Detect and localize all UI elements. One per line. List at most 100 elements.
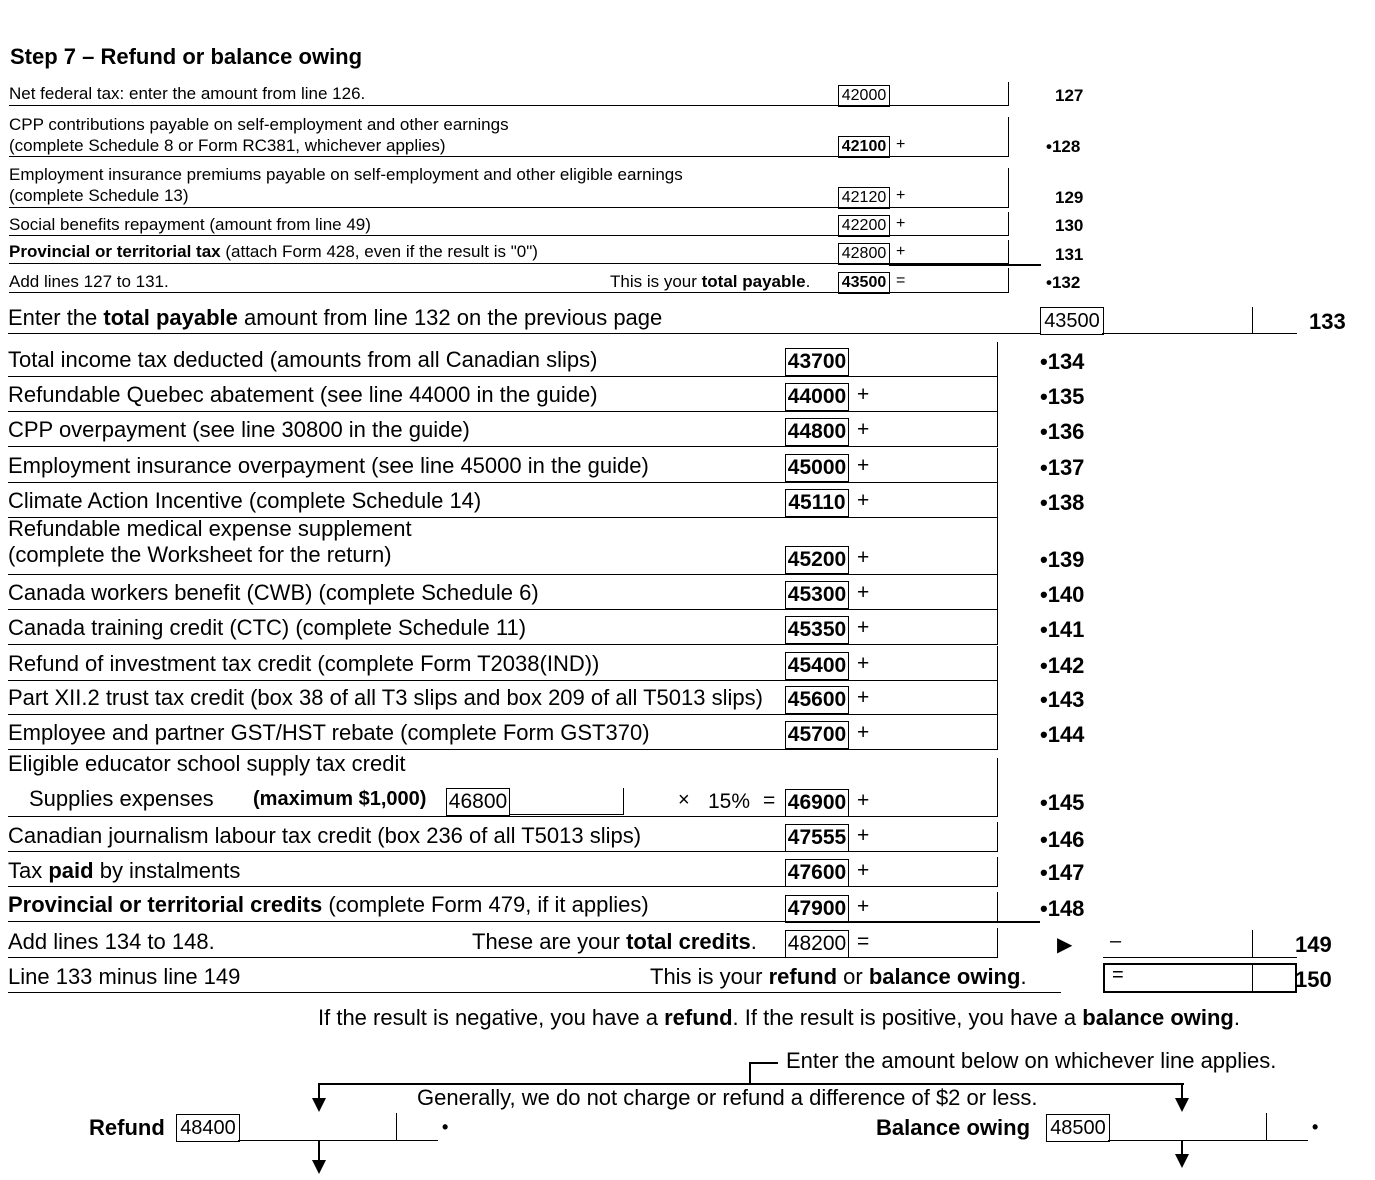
line-143-number: •143 <box>1040 687 1085 712</box>
line-150-label: Line 133 minus line 149 <box>8 964 241 989</box>
two-dollar-note: Generally, we do not charge or refund a … <box>417 1085 1038 1110</box>
amount-141-field[interactable] <box>870 616 996 643</box>
line-150-field[interactable] <box>1103 963 1297 993</box>
line-132-number: •132 <box>1046 273 1081 292</box>
line-147-number: •147 <box>1040 860 1085 885</box>
total-payable-text: This is your total payable. <box>610 272 811 291</box>
code-46800: 46800 <box>446 788 510 816</box>
code-42000: 42000 <box>838 85 890 107</box>
line-128-number: •128 <box>1046 137 1081 156</box>
line-141-number: •141 <box>1040 617 1085 642</box>
code-47555: 47555 <box>785 824 849 852</box>
amount-127-field[interactable] <box>889 85 1009 106</box>
amount-139-field[interactable] <box>870 546 996 573</box>
code-45300: 45300 <box>785 581 849 609</box>
code-45000: 45000 <box>785 454 849 482</box>
arrow-down-icon <box>1175 1098 1189 1112</box>
educator-label: Eligible educator school supply tax cred… <box>8 751 406 776</box>
arrow-down-icon <box>1175 1154 1189 1168</box>
line-145-number: •145 <box>1040 790 1085 815</box>
line-141-label: Canada training credit (CTC) (complete S… <box>8 615 527 640</box>
line-149-label: Add lines 134 to 148. <box>8 929 215 954</box>
amount-142-field[interactable] <box>870 652 996 679</box>
line-137-number: •137 <box>1040 455 1085 480</box>
maximum-note: (maximum $1,000) <box>253 788 427 810</box>
line-138-label: Climate Action Incentive (complete Sched… <box>8 488 482 513</box>
refund-amount-field[interactable] <box>240 1115 396 1140</box>
code-48400: 48400 <box>176 1114 240 1142</box>
line-144-number: •144 <box>1040 722 1085 747</box>
code-47600: 47600 <box>785 859 849 887</box>
line-139-number: •139 <box>1040 547 1085 572</box>
code-48500: 48500 <box>1046 1114 1110 1142</box>
line-144-label: Employee and partner GST/HST rebate (com… <box>8 720 650 745</box>
line-147-label: Tax paid by instalments <box>8 858 241 883</box>
line-134-number: •134 <box>1040 349 1085 374</box>
line-128-label-1: CPP contributions payable on self-employ… <box>9 115 509 134</box>
line-143-label: Part XII.2 trust tax credit (box 38 of a… <box>8 685 763 710</box>
line-149-number: 149 <box>1295 932 1332 957</box>
amount-135-field[interactable] <box>870 383 996 410</box>
code-48200: 48200 <box>785 930 849 958</box>
code-47900: 47900 <box>785 895 849 923</box>
line-140-number: •140 <box>1040 582 1085 607</box>
code-45200: 45200 <box>785 546 849 574</box>
amount-143-field[interactable] <box>870 686 996 713</box>
amount-128-field[interactable] <box>911 136 1009 157</box>
line-148-label: Provincial or territorial credits (compl… <box>8 892 649 917</box>
line-133-number: 133 <box>1309 309 1346 334</box>
total-credits-text: These are your total credits. <box>472 929 757 954</box>
line-138-number: •138 <box>1040 490 1085 515</box>
code-45110: 45110 <box>785 489 849 517</box>
line-132-label: Add lines 127 to 131. <box>9 272 169 291</box>
code-43700: 43700 <box>785 348 849 376</box>
balance-owing-label: Balance owing <box>876 1115 1031 1140</box>
amount-138-field[interactable] <box>870 489 996 516</box>
line-142-label: Refund of investment tax credit (complet… <box>8 651 600 676</box>
code-43500-box: 43500 <box>1040 307 1104 335</box>
line-129-label-2: (complete Schedule 13) <box>9 186 189 205</box>
line-129-label-1: Employment insurance premiums payable on… <box>9 165 683 184</box>
code-45350: 45350 <box>785 616 849 644</box>
code-42120: 42120 <box>838 187 890 209</box>
line-136-label: CPP overpayment (see line 30800 in the g… <box>8 417 470 442</box>
line-135-number: •135 <box>1040 384 1085 409</box>
amount-137-field[interactable] <box>870 454 996 481</box>
line-131-number: 131 <box>1055 245 1084 264</box>
code-45400: 45400 <box>785 652 849 680</box>
line-142-number: •142 <box>1040 653 1085 678</box>
line-133-label: Enter the total payable amount from line… <box>8 305 663 330</box>
line-150-number: 150 <box>1295 967 1332 992</box>
line-137-label: Employment insurance overpayment (see li… <box>8 453 649 478</box>
arrow-down-icon <box>312 1160 326 1174</box>
amount-140-field[interactable] <box>870 581 996 608</box>
enter-amount-note: Enter the amount below on whichever line… <box>786 1048 1277 1073</box>
code-42100: 42100 <box>838 136 890 158</box>
section-title: Step 7 – Refund or balance owing <box>10 44 363 69</box>
code-44000: 44000 <box>785 383 849 411</box>
amount-136-field[interactable] <box>870 418 996 445</box>
amount-144-field[interactable] <box>870 721 996 748</box>
code-43500: 43500 <box>838 272 890 294</box>
amount-134-field[interactable] <box>870 348 996 375</box>
line-128-label-2: (complete Schedule 8 or Form RC381, whic… <box>9 136 446 155</box>
line-136-number: •136 <box>1040 419 1085 444</box>
line-146-number: •146 <box>1040 827 1085 852</box>
line-130-number: 130 <box>1055 216 1084 235</box>
balance-owing-amount-field[interactable] <box>1110 1115 1266 1140</box>
line-127-number: 127 <box>1055 86 1084 105</box>
result-note: If the result is negative, you have a re… <box>318 1005 1240 1030</box>
code-44800: 44800 <box>785 418 849 446</box>
arrow-down-icon <box>312 1098 326 1112</box>
line-139-label-1: Refundable medical expense supplement <box>8 516 412 541</box>
code-42200: 42200 <box>838 215 890 237</box>
code-42800: 42800 <box>838 243 890 265</box>
code-45700: 45700 <box>785 721 849 749</box>
line-131-label: Provincial or territorial tax (attach Fo… <box>9 242 538 261</box>
code-45600: 45600 <box>785 686 849 714</box>
line-148-number: •148 <box>1040 896 1085 921</box>
line-140-label: Canada workers benefit (CWB) (complete S… <box>8 580 539 605</box>
refund-label: Refund <box>89 1115 165 1140</box>
line-129-number: 129 <box>1055 188 1084 207</box>
code-46900: 46900 <box>785 789 849 817</box>
